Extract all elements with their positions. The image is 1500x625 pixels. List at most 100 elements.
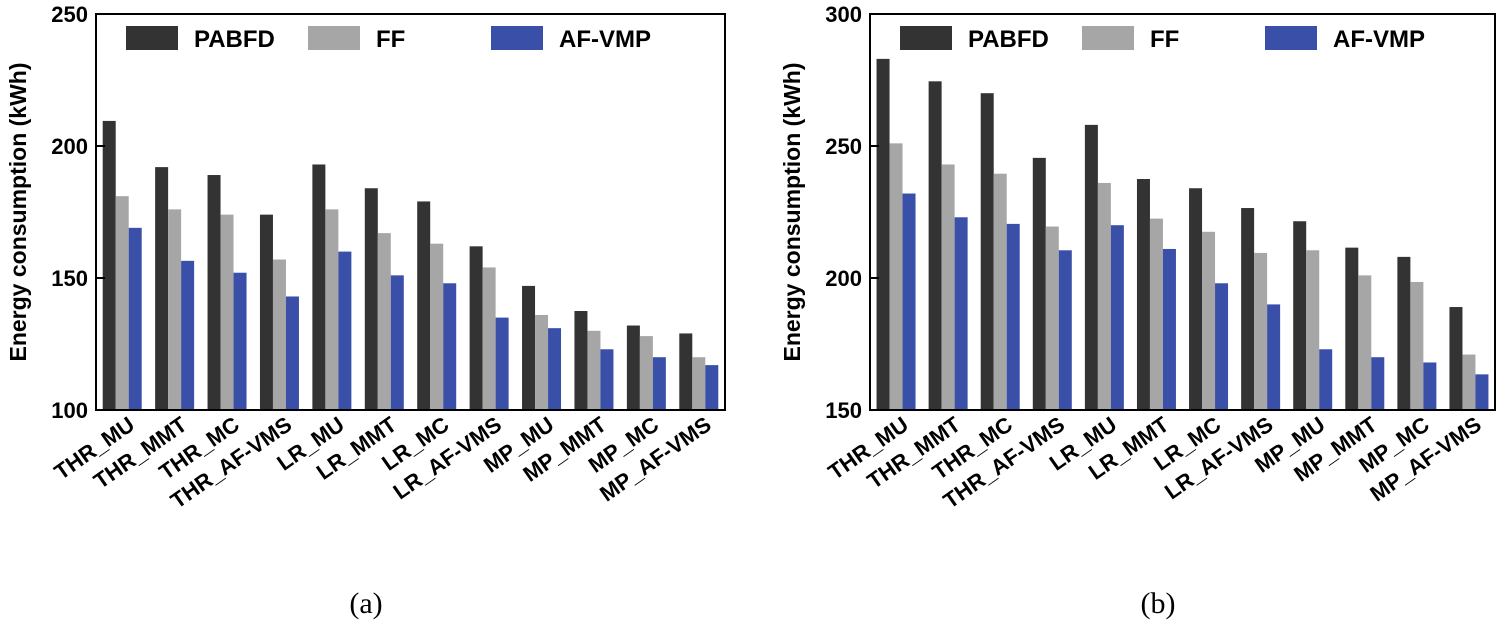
panel-caption: (a) [349,587,382,620]
bar-ff-mp_mmt [1358,275,1372,410]
bar-pabfd-mp_af-vms [1449,307,1463,410]
bar-af-vmp-lr_mc [1215,283,1229,410]
bar-pabfd-lr_mc [1189,188,1203,410]
bar-af-vmp-lr_mmt [1162,248,1176,410]
bar-af-vmp-lr_mu [338,251,352,410]
y-axis-title: Energy consumption (kWh) [779,63,805,362]
bar-af-vmp-lr_af-vms [495,317,509,410]
legend-swatch-af-vmp [491,26,543,50]
bar-pabfd-thr_af-vms [1032,157,1046,410]
y-tick-label: 250 [51,2,88,27]
bar-af-vmp-thr_mu [128,227,142,410]
bar-ff-thr_mu [889,143,903,411]
bar-af-vmp-mp_af-vms [705,365,719,410]
bar-af-vmp-mp_mmt [600,349,614,410]
bar-ff-lr_mmt [1149,218,1163,410]
chart-panel-1: 100150200250THR_MUTHR_MMTTHR_MCTHR_AF-VM… [5,2,726,620]
bar-ff-lr_mu [325,209,339,410]
bar-pabfd-mp_mmt [1345,247,1359,410]
legend-label-pabfd: PABFD [194,26,275,53]
bar-pabfd-mp_mu [1293,221,1307,410]
legend: PABFD FF AF-VMP [900,26,1425,53]
bar-pabfd-thr_mmt [928,81,942,410]
legend-swatch-pabfd [126,26,178,50]
plot-frame [869,13,1496,411]
bar-af-vmp-lr_mu [1110,225,1124,410]
bar-ff-mp_mu [535,314,549,410]
bar-af-vmp-thr_mu [902,193,916,410]
legend: PABFD FF AF-VMP [126,26,651,53]
y-tick-label: 150 [51,266,88,291]
y-tick-label: 100 [51,398,88,423]
legend-swatch-af-vmp [1265,26,1317,50]
bar-af-vmp-mp_af-vms [1475,374,1489,410]
bar-ff-mp_af-vms [692,357,706,410]
bar-ff-mp_mc [639,336,653,410]
bar-ff-mp_mmt [587,330,601,410]
bar-pabfd-lr_af-vms [1241,208,1255,410]
bar-pabfd-lr_mc [417,201,431,410]
bar-pabfd-mp_mc [1397,256,1411,410]
bar-af-vmp-mp_mmt [1371,357,1385,410]
legend-label-ff: FF [1150,26,1179,53]
bar-pabfd-mp_mc [626,325,640,410]
bar-ff-lr_af-vms [1254,252,1268,410]
legend-label-af-vmp: AF-VMP [1333,26,1425,53]
bar-af-vmp-thr_mmt [954,217,968,410]
bar-pabfd-thr_mu [102,120,116,411]
legend-label-af-vmp: AF-VMP [559,26,651,53]
bar-pabfd-lr_mu [1084,124,1098,410]
bar-ff-mp_mc [1410,281,1424,410]
bar-ff-lr_mc [430,243,444,410]
legend-label-ff: FF [376,26,405,53]
bar-af-vmp-lr_mc [443,283,457,410]
bar-ff-thr_mc [220,214,234,410]
bar-ff-thr_mmt [941,164,955,410]
bar-pabfd-thr_af-vms [259,214,273,410]
bar-af-vmp-mp_mc [652,357,666,410]
plot-frame [95,13,726,411]
bar-ff-thr_af-vms [1045,226,1059,410]
bar-ff-lr_mmt [377,233,391,410]
bar-pabfd-thr_mc [207,175,221,410]
bar-ff-mp_mu [1306,250,1320,410]
panel-caption: (b) [1141,587,1176,620]
legend-label-pabfd: PABFD [968,26,1049,53]
chart-panel-2: 150200250300THR_MUTHR_MMTTHR_MCTHR_AF-VM… [779,2,1496,620]
y-tick-label: 200 [51,134,88,159]
bar-af-vmp-thr_mmt [181,260,195,410]
bar-pabfd-thr_mc [980,93,994,410]
bar-ff-thr_mc [993,173,1007,410]
bar-pabfd-mp_af-vms [679,333,693,410]
bar-pabfd-thr_mu [876,58,890,410]
bar-af-vmp-thr_mc [1006,223,1020,410]
bar-pabfd-mp_mu [522,285,536,410]
y-tick-label: 200 [825,266,862,291]
bar-af-vmp-mp_mu [548,328,562,410]
bar-ff-mp_af-vms [1462,354,1476,410]
bar-ff-lr_mu [1097,182,1111,410]
bar-af-vmp-mp_mu [1319,349,1333,410]
bar-ff-thr_mu [115,196,129,410]
bar-ff-lr_mc [1202,231,1216,410]
y-tick-label: 300 [825,2,862,27]
bar-pabfd-lr_mmt [364,188,378,410]
bar-af-vmp-lr_af-vms [1267,304,1281,410]
bar-ff-lr_af-vms [482,267,496,410]
bar-pabfd-lr_af-vms [469,246,483,410]
bar-pabfd-mp_mmt [574,311,588,410]
legend-swatch-ff [308,26,360,50]
legend-swatch-ff [1082,26,1134,50]
bar-af-vmp-lr_mmt [390,275,404,410]
bar-pabfd-lr_mmt [1136,179,1150,410]
bar-pabfd-lr_mu [312,164,326,410]
bar-af-vmp-thr_af-vms [1058,250,1072,410]
y-tick-label: 250 [825,134,862,159]
bar-ff-thr_mmt [168,209,182,410]
y-tick-label: 150 [825,398,862,423]
bar-af-vmp-thr_af-vms [285,296,299,410]
bar-ff-thr_af-vms [272,259,286,410]
y-axis-title: Energy consumption (kWh) [5,63,31,362]
legend-swatch-pabfd [900,26,952,50]
